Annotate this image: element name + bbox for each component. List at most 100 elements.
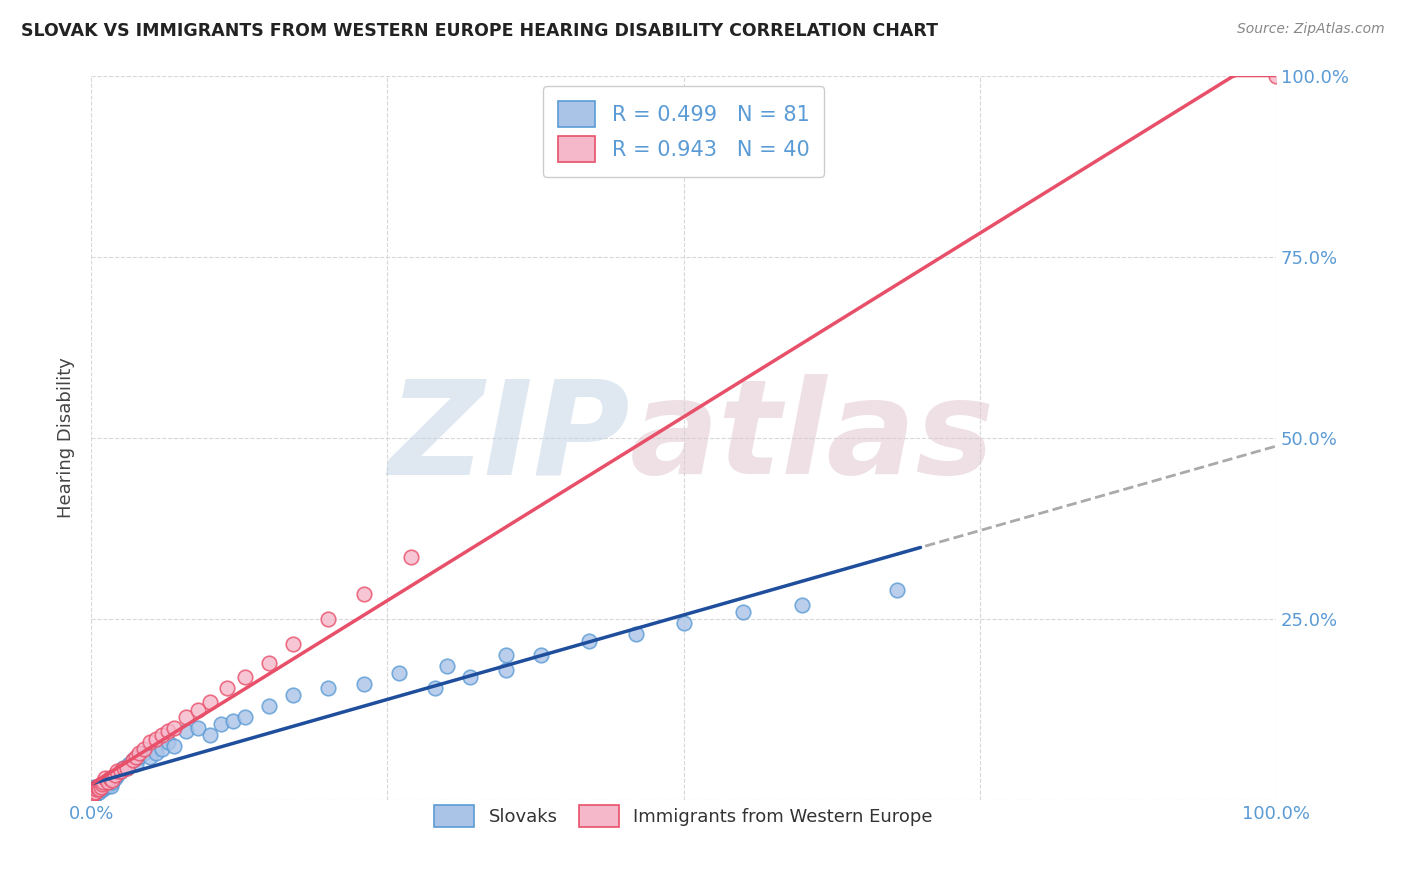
- Point: [112, 761, 135, 775]
- Point: [157, 735, 180, 749]
- Point: [87, 780, 110, 794]
- Point: [174, 710, 197, 724]
- Point: [90, 780, 112, 794]
- Point: [86, 780, 108, 794]
- Point: [83, 782, 105, 797]
- Point: [353, 677, 375, 691]
- Point: [198, 728, 221, 742]
- Point: [89, 782, 111, 797]
- Point: [174, 724, 197, 739]
- Point: [211, 717, 233, 731]
- Point: [118, 756, 141, 771]
- Point: [578, 633, 600, 648]
- Point: [139, 749, 162, 764]
- Point: [157, 724, 180, 739]
- Point: [790, 598, 813, 612]
- Point: [83, 788, 105, 802]
- Point: [97, 777, 120, 791]
- Point: [87, 779, 110, 793]
- Point: [624, 626, 647, 640]
- Point: [84, 786, 107, 800]
- Point: [80, 788, 103, 802]
- Point: [187, 703, 209, 717]
- Point: [423, 681, 446, 695]
- Point: [134, 746, 156, 760]
- Point: [80, 789, 103, 804]
- Point: [84, 784, 107, 798]
- Point: [82, 788, 104, 802]
- Point: [316, 681, 339, 695]
- Point: [83, 786, 105, 800]
- Point: [90, 782, 112, 797]
- Point: [145, 731, 167, 746]
- Point: [80, 789, 103, 804]
- Point: [83, 786, 105, 800]
- Text: atlas: atlas: [630, 375, 995, 501]
- Point: [163, 721, 186, 735]
- Point: [388, 666, 411, 681]
- Point: [134, 742, 156, 756]
- Point: [353, 587, 375, 601]
- Point: [83, 784, 105, 798]
- Point: [672, 615, 695, 630]
- Point: [399, 550, 422, 565]
- Point: [97, 775, 120, 789]
- Point: [80, 784, 103, 798]
- Point: [105, 768, 128, 782]
- Point: [90, 782, 112, 797]
- Point: [104, 772, 127, 786]
- Text: ZIP: ZIP: [388, 375, 630, 501]
- Point: [101, 772, 124, 787]
- Point: [83, 784, 105, 798]
- Point: [84, 782, 107, 797]
- Point: [104, 768, 127, 782]
- Point: [495, 663, 517, 677]
- Point: [187, 721, 209, 735]
- Point: [82, 788, 104, 802]
- Point: [83, 786, 105, 800]
- Point: [90, 780, 112, 794]
- Point: [83, 782, 105, 797]
- Point: [731, 605, 754, 619]
- Point: [86, 786, 108, 800]
- Point: [128, 749, 150, 764]
- Point: [436, 659, 458, 673]
- Point: [84, 782, 107, 797]
- Point: [121, 753, 143, 767]
- Point: [125, 749, 148, 764]
- Point: [281, 637, 304, 651]
- Point: [316, 612, 339, 626]
- Point: [82, 784, 104, 798]
- Point: [89, 782, 111, 797]
- Point: [94, 779, 117, 793]
- Point: [115, 761, 138, 775]
- Point: [87, 782, 110, 797]
- Text: Source: ZipAtlas.com: Source: ZipAtlas.com: [1237, 22, 1385, 37]
- Point: [98, 772, 121, 786]
- Point: [105, 764, 128, 779]
- Point: [233, 670, 256, 684]
- Point: [281, 688, 304, 702]
- Point: [257, 656, 280, 670]
- Point: [83, 788, 105, 802]
- Point: [150, 742, 173, 756]
- Point: [222, 714, 245, 728]
- Point: [198, 695, 221, 709]
- Point: [495, 648, 517, 663]
- Point: [217, 681, 239, 695]
- Point: [233, 710, 256, 724]
- Point: [257, 698, 280, 713]
- Point: [110, 764, 132, 779]
- Point: [82, 782, 104, 797]
- Point: [82, 786, 104, 800]
- Point: [886, 582, 908, 597]
- Point: [80, 786, 103, 800]
- Point: [93, 780, 115, 794]
- Point: [128, 746, 150, 760]
- Point: [94, 772, 117, 786]
- Point: [86, 782, 108, 797]
- Point: [458, 670, 481, 684]
- Point: [87, 784, 110, 798]
- Point: [110, 764, 132, 779]
- Point: [139, 735, 162, 749]
